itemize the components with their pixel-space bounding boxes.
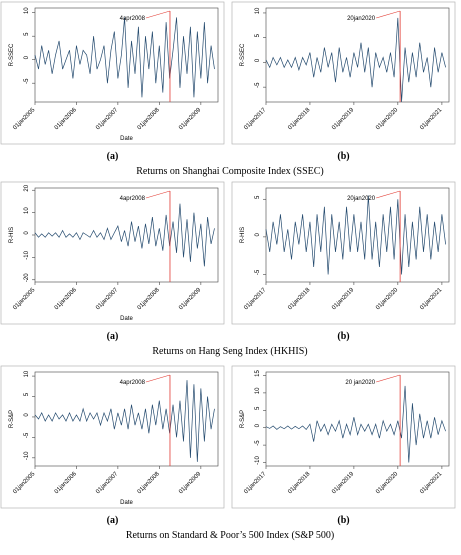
y-tick-label: 10 [24, 370, 30, 377]
panel-label: (a) [107, 151, 119, 162]
annotation-arrow [376, 190, 401, 199]
panel-frame [0, 181, 225, 325]
y-tick-label: 5 [255, 406, 261, 410]
plot-area [265, 371, 450, 467]
panel-frame [231, 1, 456, 145]
row-caption: Returns on Standard & Poor’s 500 Index (… [126, 530, 334, 541]
y-tick-label: 0 [24, 55, 30, 59]
annotation-label: 20jan2020 [347, 16, 376, 22]
annotation-label: 4apr2008 [120, 380, 146, 386]
annotation-arrow [376, 374, 401, 383]
series-line [265, 17, 446, 103]
series-line [34, 203, 215, 267]
y-axis-title: R-SSEC [9, 43, 15, 66]
row-caption: Returns on Hang Seng Index (HKHIS) [152, 346, 307, 357]
y-axis-title: R-S&P [9, 410, 15, 428]
y-tick-label: 0 [255, 58, 261, 62]
y-tick-label: -5 [255, 269, 261, 275]
panel-frame [231, 365, 456, 509]
panel-label: (b) [337, 151, 349, 162]
y-axis-title: R-HIS [9, 227, 15, 243]
panel-label: (b) [337, 331, 349, 342]
series-line [34, 380, 215, 462]
plot-area [265, 7, 450, 103]
series-line [265, 385, 446, 463]
y-tick-label: -10 [24, 451, 30, 460]
annotation-label: 4apr2008 [120, 16, 146, 22]
y-tick-label: 10 [24, 7, 30, 14]
y-tick-label: 20 [24, 184, 30, 191]
y-tick-label: 15 [255, 369, 261, 376]
y-tick-label: -5 [24, 78, 30, 84]
panel-frame [0, 365, 225, 509]
y-axis-title: R-S&P [240, 410, 246, 428]
series-line [34, 17, 215, 98]
y-tick-label: -5 [24, 432, 30, 438]
series-line [265, 195, 446, 275]
y-tick-label: 5 [255, 33, 261, 37]
row-caption: Returns on Shanghai Composite Index (SSE… [136, 166, 324, 177]
x-axis-title: Date [120, 316, 133, 322]
x-axis-title: Date [120, 136, 133, 142]
y-tick-label: -5 [255, 82, 261, 88]
panel-label: (a) [107, 331, 119, 342]
y-tick-label: 0 [24, 231, 30, 235]
y-tick-label: 0 [255, 233, 261, 237]
annotation-label: 4apr2008 [120, 196, 146, 202]
y-tick-label: -20 [24, 273, 30, 282]
annotation-label: 20 jan2020 [345, 380, 375, 386]
annotation-arrow [376, 10, 401, 19]
y-tick-label: 5 [24, 392, 30, 396]
plot-area [34, 371, 219, 467]
y-tick-label: -5 [255, 440, 261, 446]
y-tick-label: 10 [255, 387, 261, 394]
y-axis-title: R-HIS [240, 227, 246, 243]
x-axis-title: Date [120, 500, 133, 506]
y-tick-label: -10 [255, 456, 261, 465]
panel-label: (b) [337, 515, 349, 526]
y-tick-label: 5 [24, 32, 30, 36]
y-tick-label: 10 [255, 7, 261, 14]
y-tick-label: -10 [24, 250, 30, 259]
annotation-arrow [145, 190, 171, 199]
y-tick-label: 0 [255, 423, 261, 427]
annotation-arrow [145, 10, 171, 19]
annotation-label: 20jan2020 [347, 196, 376, 202]
y-tick-label: 5 [255, 195, 261, 199]
plot-area [265, 187, 450, 283]
y-axis-title: R-SSEC [240, 43, 246, 66]
panel-label: (a) [107, 515, 119, 526]
annotation-arrow [145, 374, 171, 383]
y-tick-label: 10 [24, 207, 30, 214]
y-tick-label: 0 [24, 413, 30, 417]
